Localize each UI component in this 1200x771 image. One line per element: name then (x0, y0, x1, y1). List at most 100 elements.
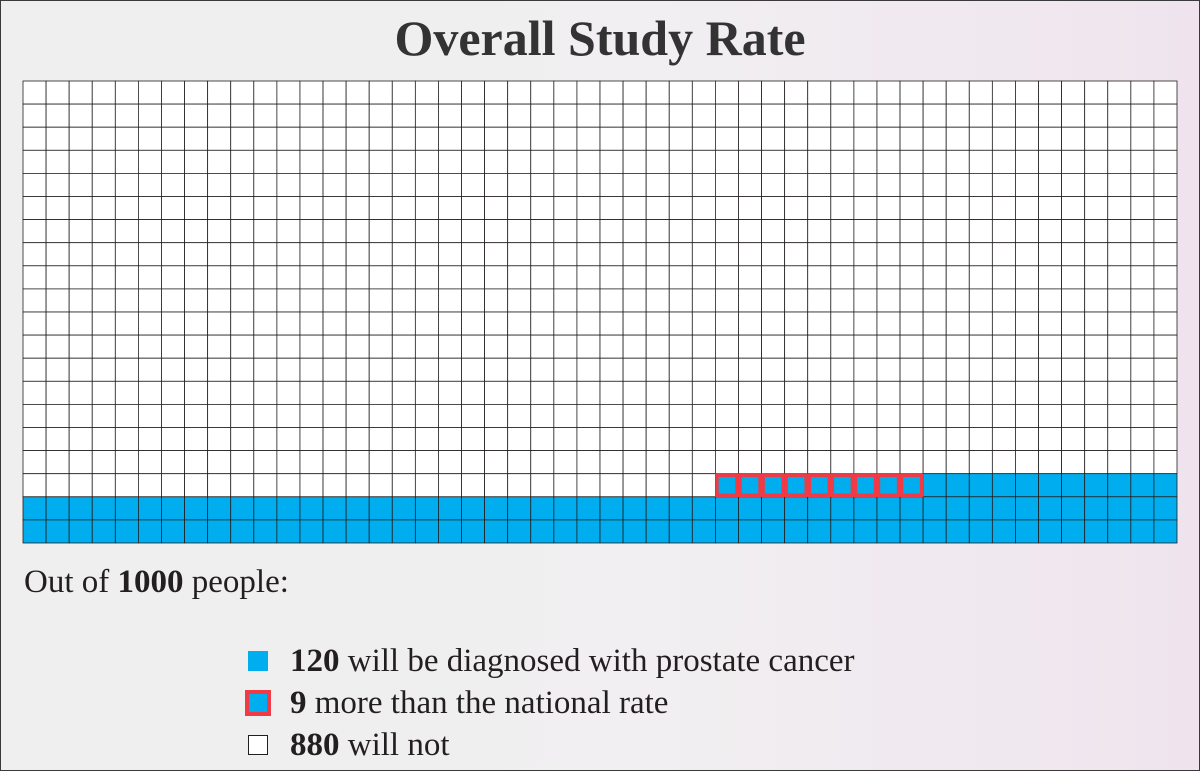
waffle-cell (1130, 103, 1155, 128)
waffle-cell (876, 219, 901, 244)
excess-cell-outline (738, 473, 762, 498)
waffle-cell (138, 380, 162, 405)
waffle-cell (807, 334, 832, 359)
waffle-cell-affected (207, 519, 232, 544)
waffle-cell (807, 427, 832, 452)
waffle-cell (645, 80, 670, 105)
waffle-cell (114, 311, 139, 336)
waffle-cell (599, 311, 624, 336)
waffle-cell (738, 334, 762, 359)
waffle-cell (899, 103, 924, 128)
waffle-cell (91, 473, 116, 498)
waffle-cell (91, 380, 116, 405)
waffle-cell (368, 403, 393, 428)
waffle-cell (922, 196, 947, 221)
waffle-cell-affected (945, 496, 970, 521)
waffle-cell-affected (391, 496, 416, 521)
waffle-cell (414, 357, 439, 382)
waffle-cell (253, 219, 278, 244)
waffle-cell (784, 149, 809, 174)
waffle-cell-affected (945, 473, 970, 498)
waffle-cell (322, 357, 347, 382)
waffle-cell (645, 219, 670, 244)
waffle-cell (945, 311, 970, 336)
waffle-cell (230, 334, 255, 359)
waffle-cell (161, 126, 185, 151)
waffle-cell (345, 427, 370, 452)
waffle-cell-affected (1061, 496, 1086, 521)
waffle-cell (899, 357, 924, 382)
waffle-cell (45, 149, 70, 174)
waffle-cell (507, 403, 532, 428)
waffle-cell (461, 427, 485, 452)
waffle-cell (691, 196, 716, 221)
waffle-cell (576, 334, 601, 359)
waffle-cell (461, 380, 485, 405)
waffle-cell (1084, 427, 1109, 452)
waffle-cell (691, 473, 716, 498)
waffle-cell (438, 80, 462, 105)
waffle-cell (138, 173, 162, 197)
waffle-cell (22, 242, 47, 267)
waffle-cell (899, 288, 924, 313)
waffle-cell (1107, 126, 1132, 151)
waffle-cell (184, 103, 209, 128)
waffle-cell-affected (391, 519, 416, 544)
waffle-cell (899, 427, 924, 452)
waffle-cell (230, 288, 255, 313)
waffle-cell (1130, 380, 1155, 405)
waffle-cell (138, 450, 162, 475)
waffle-cell (622, 173, 647, 197)
waffle-cell (1084, 196, 1109, 221)
waffle-cell (1015, 242, 1039, 267)
waffle-cell-affected (853, 519, 878, 544)
waffle-cell (922, 80, 947, 105)
waffle-cell (345, 265, 370, 290)
waffle-cell (138, 103, 162, 128)
waffle-cell-affected (899, 519, 924, 544)
waffle-cell (230, 380, 255, 405)
waffle-cell-affected (184, 519, 209, 544)
waffle-cell (784, 265, 809, 290)
waffle-cell (1153, 103, 1178, 128)
waffle-cell (368, 242, 393, 267)
waffle-cell (899, 380, 924, 405)
waffle-cell (368, 473, 393, 498)
waffle-cell (184, 357, 209, 382)
waffle-cell-affected (1084, 496, 1109, 521)
waffle-cell (1038, 103, 1063, 128)
waffle-cell (668, 242, 693, 267)
waffle-cell (91, 311, 116, 336)
waffle-cell (391, 173, 416, 197)
waffle-cell (1107, 173, 1132, 197)
waffle-cell-affected (1015, 519, 1039, 544)
waffle-cell (830, 288, 855, 313)
waffle-cell (299, 311, 324, 336)
waffle-cell (230, 265, 255, 290)
waffle-cell (1038, 242, 1063, 267)
waffle-cell (807, 380, 832, 405)
legend-label: will be diagnosed with prostate cancer (347, 642, 855, 679)
waffle-cell (576, 450, 601, 475)
waffle-cell (830, 196, 855, 221)
waffle-cell (945, 173, 970, 197)
waffle-cell (22, 173, 47, 197)
waffle-cell (368, 103, 393, 128)
waffle-cell (991, 288, 1016, 313)
waffle-cell (68, 126, 93, 151)
excess-cell-outline (715, 473, 739, 498)
waffle-cell (1084, 103, 1109, 128)
waffle-cell (945, 219, 970, 244)
waffle-cell-affected (645, 496, 670, 521)
waffle-cell-affected (161, 519, 185, 544)
waffle-cell (161, 450, 185, 475)
waffle-cell (784, 288, 809, 313)
waffle-cell (438, 219, 462, 244)
waffle-cell (391, 80, 416, 105)
waffle-cell (761, 196, 786, 221)
waffle-cell (138, 149, 162, 174)
waffle-cell (1107, 242, 1132, 267)
waffle-cell (968, 450, 993, 475)
waffle-cell (1038, 126, 1063, 151)
waffle-cell (899, 311, 924, 336)
